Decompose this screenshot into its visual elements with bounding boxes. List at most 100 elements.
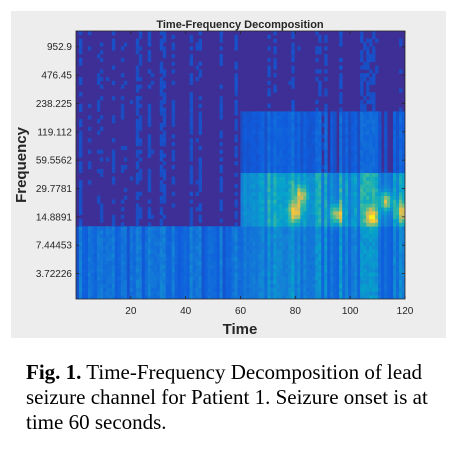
heatmap-cell — [321, 222, 325, 227]
heatmap-cell — [294, 157, 298, 162]
heatmap-cell — [255, 253, 259, 258]
heatmap-cell — [369, 69, 373, 74]
heatmap-cell — [315, 191, 319, 197]
heatmap-cell — [372, 210, 376, 216]
heatmap-cell — [165, 237, 170, 242]
heatmap-cell — [276, 210, 280, 216]
heatmap-cell — [120, 230, 125, 235]
heatmap-cell — [294, 249, 298, 254]
heatmap-cell — [342, 184, 346, 189]
heatmap-cell — [198, 96, 203, 101]
heatmap-cell — [336, 195, 340, 200]
heatmap-cell — [204, 264, 208, 269]
heatmap-cell — [216, 237, 220, 242]
heatmap-cell — [76, 256, 80, 262]
heatmap-cell — [345, 272, 349, 277]
heatmap-cell — [339, 264, 343, 269]
heatmap-cell — [306, 115, 310, 120]
heatmap-cell — [300, 222, 304, 227]
heatmap-cell — [246, 172, 250, 177]
heatmap-cell — [285, 191, 289, 197]
heatmap-cell — [81, 241, 86, 246]
heatmap-cell — [291, 210, 295, 216]
heatmap-cell — [78, 161, 83, 166]
heatmap-cell — [192, 249, 197, 254]
heatmap-cell — [402, 237, 405, 242]
heatmap-cell — [282, 180, 286, 185]
heatmap-cell — [399, 115, 403, 120]
heatmap-cell — [255, 249, 259, 254]
heatmap-cell — [123, 241, 128, 246]
heatmap-cell — [171, 119, 176, 124]
heatmap-cell — [276, 253, 280, 258]
heatmap-cell — [258, 172, 262, 177]
heatmap-cell — [363, 291, 367, 296]
heatmap-cell — [111, 161, 116, 166]
heatmap-cell — [306, 149, 310, 154]
heatmap-cell — [306, 168, 310, 174]
heatmap-cell — [222, 226, 226, 231]
heatmap-cell — [333, 180, 337, 185]
heatmap-cell — [309, 149, 313, 154]
heatmap-cell — [93, 264, 98, 269]
heatmap-cell — [219, 295, 223, 299]
heatmap-cell — [372, 142, 376, 147]
heatmap-cell — [171, 134, 176, 139]
heatmap-cell — [324, 38, 328, 43]
heatmap-cell — [261, 279, 265, 285]
heatmap-cell — [78, 210, 83, 216]
heatmap-cell — [255, 172, 259, 177]
heatmap-cell — [393, 226, 397, 231]
heatmap-cell — [243, 218, 247, 223]
heatmap-cell — [396, 130, 400, 135]
heatmap-cell — [255, 130, 259, 135]
heatmap-cell — [165, 249, 170, 254]
heatmap-cell — [303, 279, 307, 285]
heatmap-cell — [372, 176, 376, 181]
heatmap-cell — [189, 107, 194, 112]
heatmap-cell — [342, 111, 346, 116]
heatmap-cell — [165, 264, 170, 269]
heatmap-cell — [204, 249, 208, 254]
heatmap-cell — [321, 145, 325, 151]
heatmap-cell — [282, 153, 286, 158]
heatmap-cell — [240, 134, 244, 139]
heatmap-cell — [114, 279, 119, 285]
heatmap-cell — [393, 149, 397, 154]
heatmap-cell — [384, 161, 388, 166]
heatmap-cell — [99, 57, 104, 63]
heatmap-cell — [123, 195, 128, 200]
heatmap-cell — [378, 256, 382, 262]
heatmap-cell — [375, 245, 379, 250]
heatmap-cell — [357, 249, 361, 254]
heatmap-cell — [348, 287, 352, 292]
heatmap-cell — [384, 253, 388, 258]
heatmap-cell — [234, 42, 238, 47]
heatmap-cell — [198, 130, 203, 135]
heatmap-cell — [402, 283, 405, 288]
heatmap-cell — [165, 287, 170, 292]
heatmap-cell — [237, 237, 241, 242]
heatmap-cell — [93, 249, 98, 254]
heatmap-cell — [273, 168, 277, 174]
heatmap-cell — [357, 119, 361, 124]
heatmap-cell — [372, 172, 376, 177]
heatmap-cell — [282, 237, 286, 242]
heatmap-cell — [273, 157, 277, 162]
heatmap-cell — [228, 260, 232, 265]
heatmap-cell — [255, 134, 259, 139]
heatmap-cell — [168, 295, 173, 299]
figure-caption: Fig. 1. Time-Frequency Decomposition of … — [26, 360, 446, 435]
heatmap-cell — [324, 226, 328, 231]
heatmap-cell — [348, 264, 352, 269]
heatmap-cell — [252, 218, 256, 223]
heatmap-cell — [99, 287, 104, 292]
heatmap-cell — [291, 168, 295, 174]
heatmap-cell — [369, 295, 373, 299]
heatmap-cell — [384, 195, 388, 200]
heatmap-cell — [255, 184, 259, 189]
heatmap-cell — [375, 165, 379, 170]
heatmap-cell — [135, 176, 140, 181]
heatmap-cell — [345, 222, 349, 227]
heatmap-cell — [273, 214, 277, 219]
